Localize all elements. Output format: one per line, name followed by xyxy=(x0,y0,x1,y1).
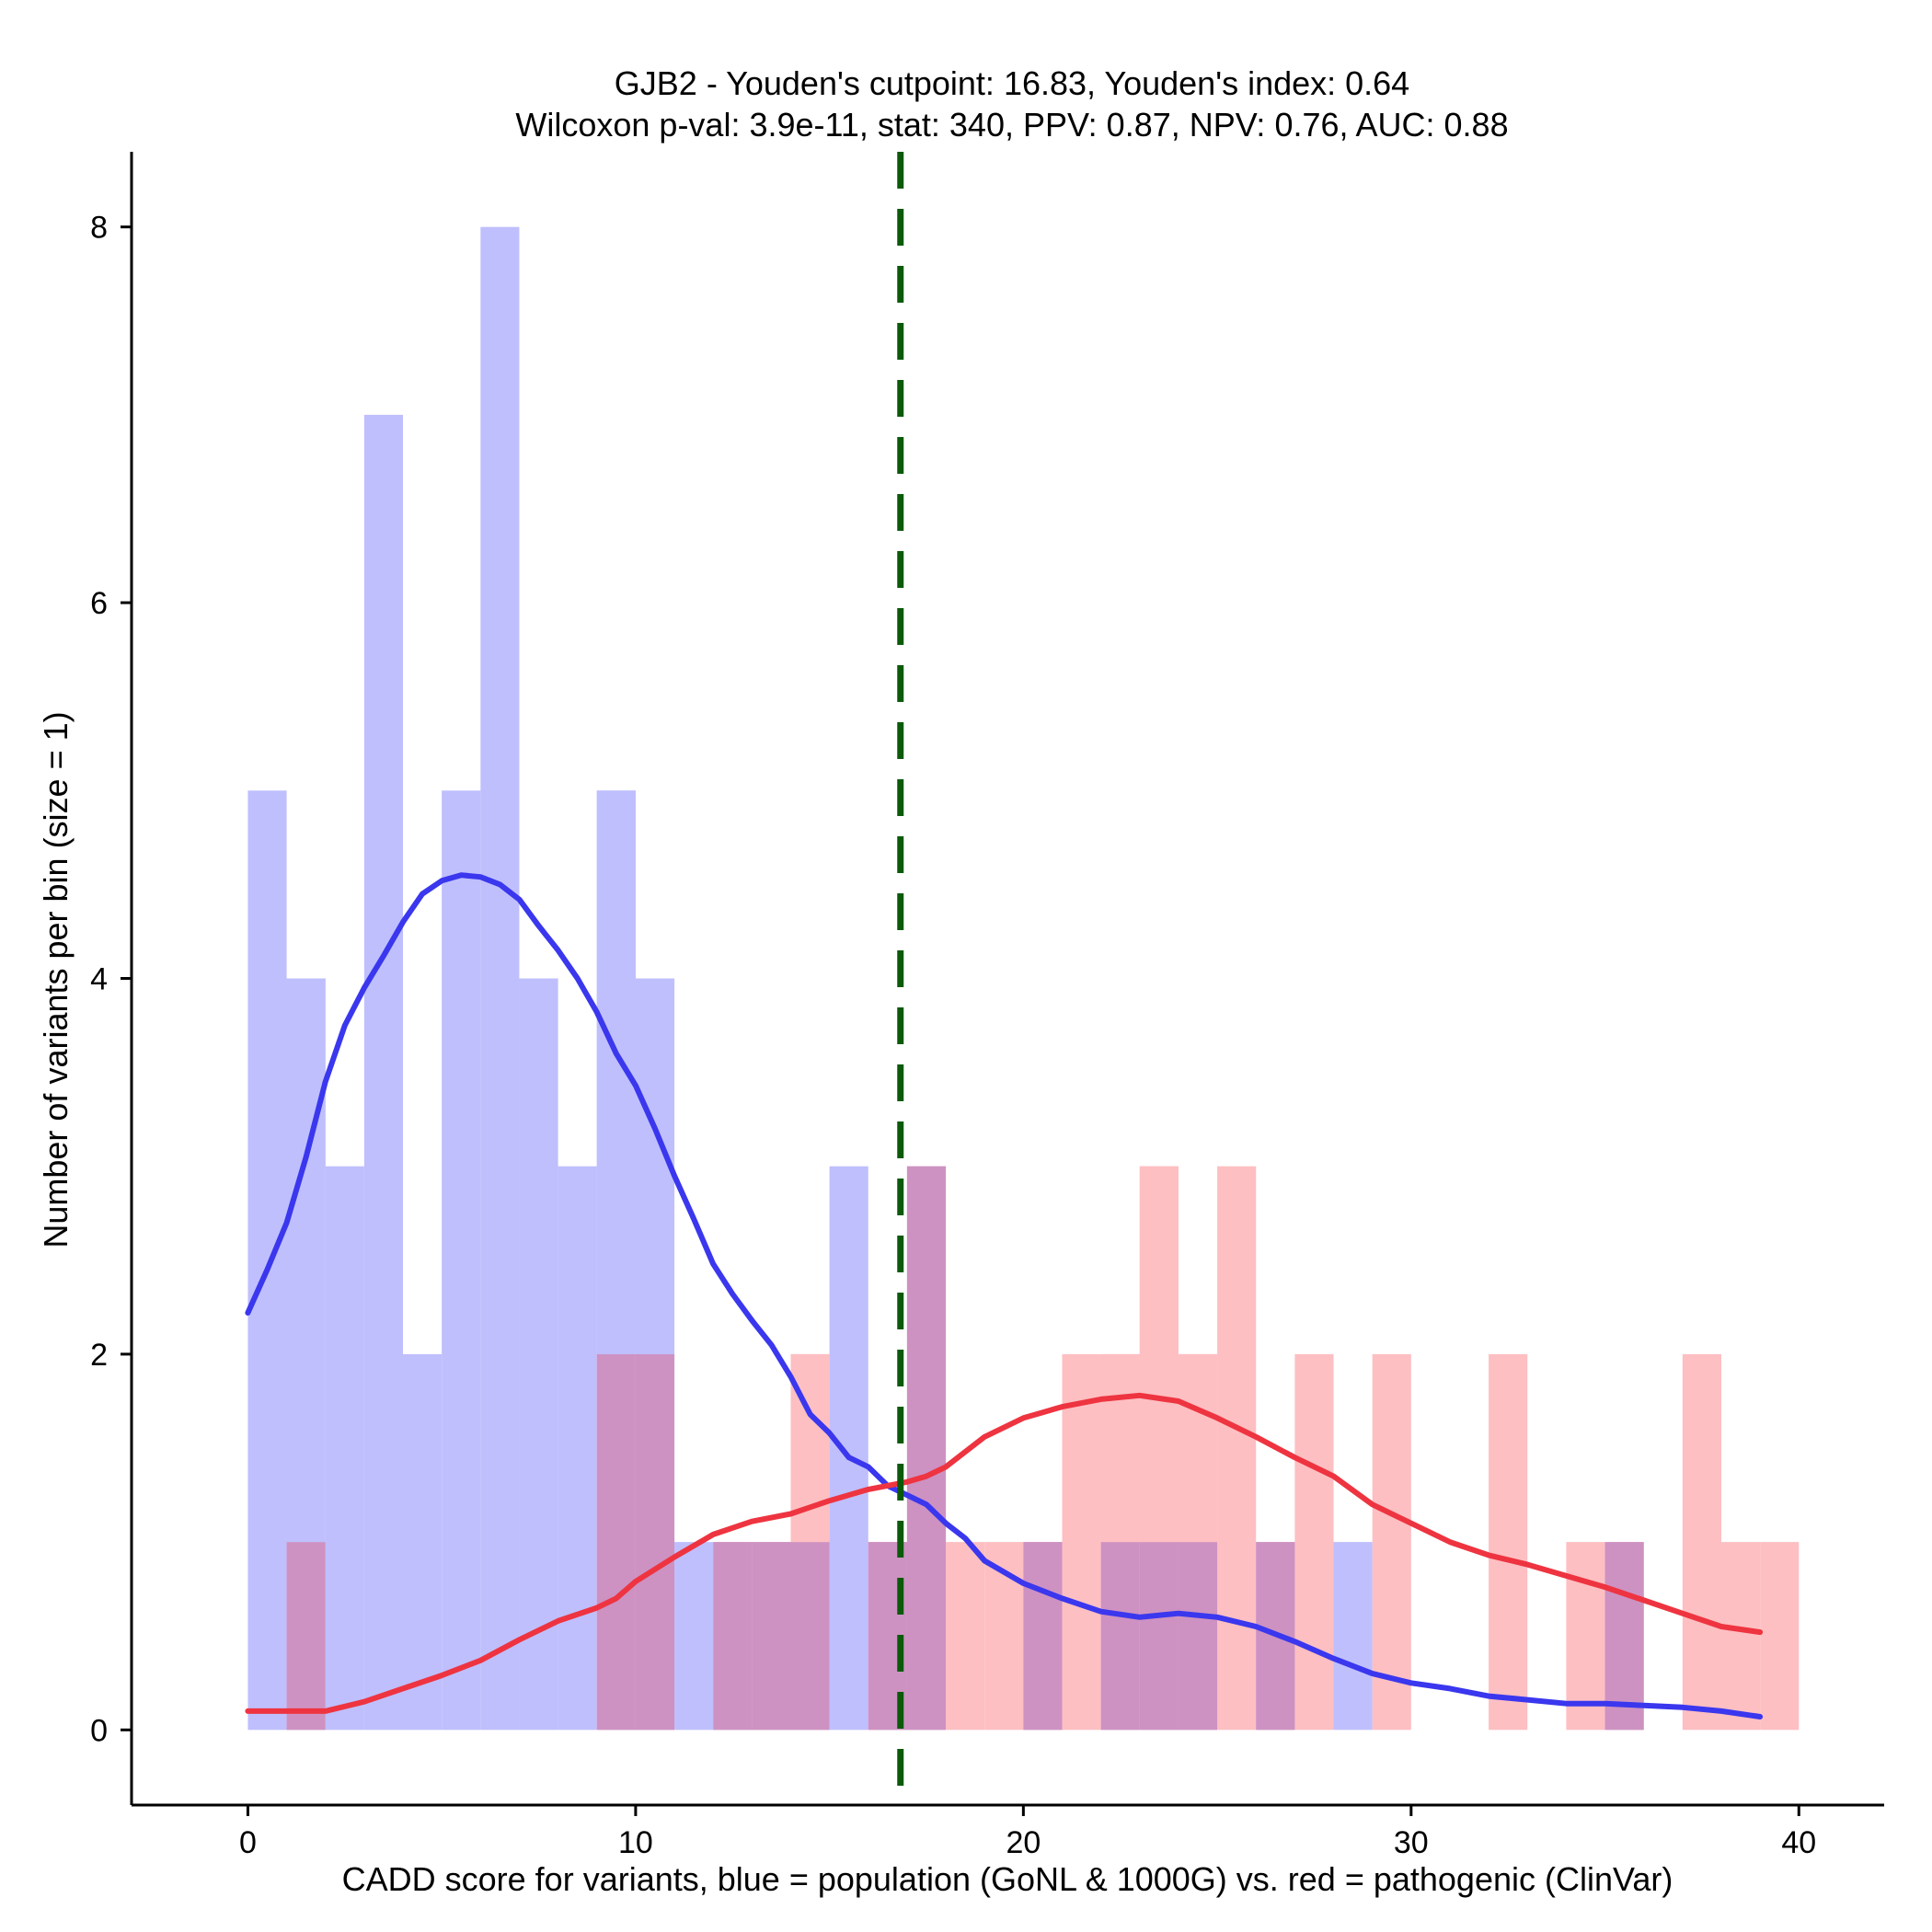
chart-title-line1: GJB2 - Youden's cutpoint: 16.83, Youden'… xyxy=(615,64,1409,102)
population-bar xyxy=(247,790,287,1731)
population-bar xyxy=(325,1166,364,1731)
population-bar xyxy=(829,1166,868,1731)
pathogenic-bar-top xyxy=(1100,1353,1140,1543)
pathogenic-bar xyxy=(1489,1353,1528,1731)
overlap-bar xyxy=(286,1542,326,1731)
population-bar xyxy=(674,1542,714,1731)
population-bar xyxy=(1333,1542,1373,1731)
x-axis-ticks: 0 10 20 30 40 xyxy=(239,1805,1816,1860)
x-tick-label: 10 xyxy=(618,1825,653,1860)
x-tick-label: 0 xyxy=(239,1825,257,1860)
y-tick-label: 8 xyxy=(90,211,108,246)
population-bar xyxy=(442,790,481,1731)
x-axis-label: CADD score for variants, blue = populati… xyxy=(342,1860,1673,1898)
x-tick-label: 30 xyxy=(1394,1825,1429,1860)
population-bar xyxy=(558,1166,597,1731)
pathogenic-bar xyxy=(946,1542,985,1731)
population-bar xyxy=(363,414,404,1731)
y-tick-label: 4 xyxy=(90,962,108,997)
pathogenic-bar xyxy=(1217,1166,1257,1731)
population-density-line xyxy=(245,872,1764,1719)
overlap-bar xyxy=(635,1353,675,1731)
pathogenic-bar xyxy=(1720,1542,1761,1731)
x-tick-label: 40 xyxy=(1781,1825,1816,1860)
population-bars xyxy=(247,226,1644,1731)
y-tick-label: 6 xyxy=(90,586,108,621)
overlap-bar xyxy=(906,1166,947,1731)
population-bar xyxy=(480,226,520,1731)
population-bar xyxy=(519,978,558,1731)
pathogenic-bar xyxy=(1682,1353,1721,1731)
y-axis-label: Number of variants per bin (size = 1) xyxy=(37,711,75,1248)
overlap-bar xyxy=(752,1542,791,1731)
overlap-bars xyxy=(286,790,1644,1731)
overlap-bar xyxy=(596,1353,636,1731)
pathogenic-bar xyxy=(1760,1542,1800,1731)
population-bar-top xyxy=(286,978,326,1543)
y-tick-label: 2 xyxy=(90,1338,108,1373)
overlap-bar xyxy=(1023,1542,1063,1731)
chart-title-line2: Wilcoxon p-val: 3.9e-11, stat: 340, PPV:… xyxy=(515,106,1508,144)
pathogenic-bar-top xyxy=(1178,1353,1218,1543)
y-tick-label: 0 xyxy=(90,1713,108,1748)
overlap-bar xyxy=(713,1542,753,1731)
pathogenic-bar xyxy=(1372,1353,1411,1731)
y-axis-ticks: 0 2 4 6 8 xyxy=(90,211,132,1748)
pathogenic-bar xyxy=(1062,1353,1101,1731)
pathogenic-bar xyxy=(1294,1353,1334,1731)
overlap-bar xyxy=(1100,1542,1140,1731)
pathogenic-bar xyxy=(1566,1542,1605,1731)
overlap-bar xyxy=(1604,1542,1644,1731)
overlap-bar xyxy=(790,1542,830,1731)
overlap-bar xyxy=(1178,1542,1218,1731)
pathogenic-bar-top xyxy=(1139,1166,1179,1543)
x-tick-label: 20 xyxy=(1006,1825,1041,1860)
overlap-bar xyxy=(1139,1542,1179,1731)
population-bar xyxy=(403,1353,443,1731)
pathogenic-density-line xyxy=(245,1392,1764,1714)
